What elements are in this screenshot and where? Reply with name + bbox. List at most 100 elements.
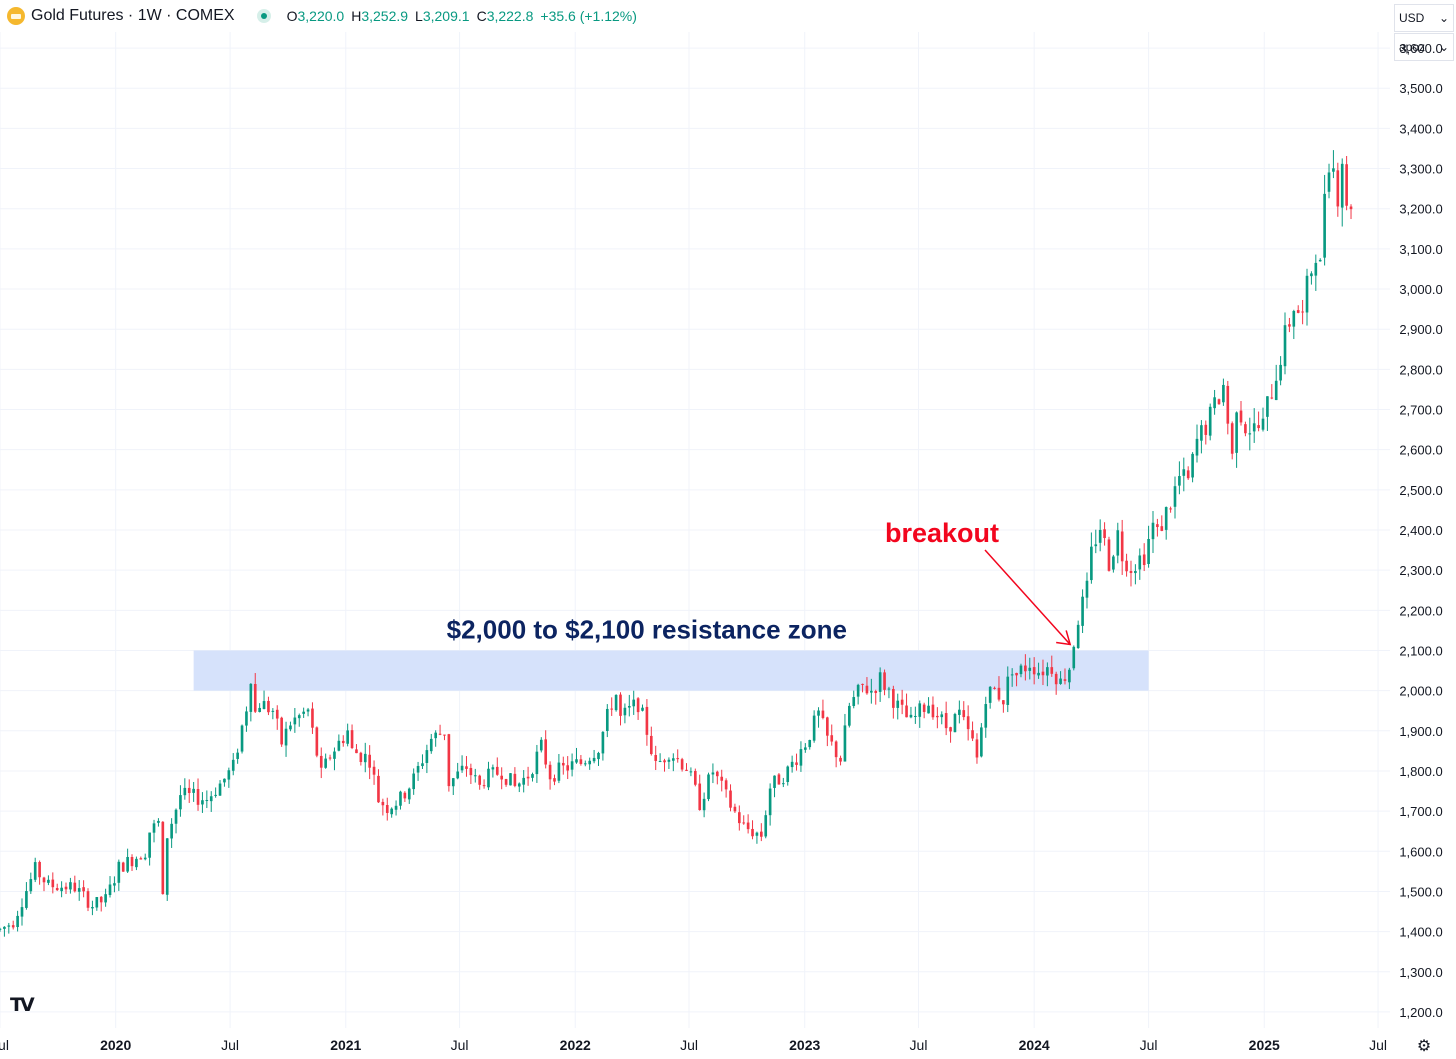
candle-body [500, 775, 504, 780]
candle-body [473, 775, 477, 777]
candle-body [16, 915, 19, 928]
y-tick-label: 1,200.0 [1399, 1005, 1442, 1020]
candle-body [236, 752, 239, 759]
candle-body [1239, 410, 1243, 423]
chevron-down-icon: ⌄ [1438, 11, 1449, 25]
x-tick-label: 2024 [1019, 1037, 1050, 1053]
candle-body [1235, 412, 1238, 453]
candle-body [856, 684, 860, 697]
x-tick-label: Jul [451, 1037, 469, 1053]
candle-body [1349, 206, 1353, 210]
candle-body [135, 858, 138, 868]
candle-body [958, 709, 961, 715]
candle-body [676, 758, 680, 760]
candle-body [1103, 529, 1106, 539]
candle-body [1081, 596, 1084, 626]
candle-body [1164, 507, 1168, 530]
candle-body [830, 735, 834, 742]
candle-body [764, 815, 768, 837]
candle-body [751, 828, 754, 837]
candle-body [1094, 544, 1098, 547]
candle-body [900, 699, 904, 705]
candle-body [20, 907, 24, 917]
candle-body [539, 739, 543, 751]
candle-body [451, 778, 455, 787]
candle-body [975, 739, 979, 758]
candle-body [997, 687, 1001, 700]
chevron-down-icon: ⌄ [1438, 40, 1449, 54]
candle-body [557, 762, 561, 781]
chart-header: Gold Futures · 1W · COMEX O3,220.0 H3,25… [0, 0, 1390, 32]
candle-body [658, 760, 662, 762]
candle-body [1156, 524, 1159, 528]
candle-body [724, 780, 728, 790]
x-tick-label: Jul [221, 1037, 239, 1053]
candle-body [786, 766, 790, 783]
candle-body [25, 891, 28, 908]
breakout-arrowhead [1056, 630, 1072, 646]
candle-body [936, 715, 939, 718]
candle-body [1032, 667, 1036, 675]
candle-body [231, 759, 235, 771]
candle-body [1314, 262, 1318, 276]
candle-body [1160, 526, 1164, 531]
x-tick-label: 2022 [560, 1037, 591, 1053]
candle-body [42, 877, 46, 883]
candle-body [187, 787, 191, 794]
candle-body [944, 713, 948, 729]
candle-body [306, 709, 310, 712]
y-tick-label: 2,900.0 [1399, 322, 1442, 337]
candle-body [86, 891, 90, 908]
candle-body [1257, 425, 1260, 429]
candle-body [509, 773, 512, 786]
y-tick-label: 3,300.0 [1399, 162, 1442, 177]
currency-select[interactable]: USD ⌄ [1394, 4, 1454, 32]
candle-body [561, 762, 565, 766]
candle-body [319, 755, 323, 768]
y-tick-label: 3,400.0 [1399, 121, 1442, 136]
symbol-title[interactable]: Gold Futures · 1W · COMEX [31, 7, 235, 24]
candle-body [795, 762, 798, 765]
candle-body [249, 683, 253, 712]
candle-body [262, 701, 266, 710]
candle-body [566, 765, 570, 771]
candle-body [949, 727, 952, 732]
gear-icon[interactable]: ⚙ [1416, 1038, 1432, 1055]
candle-body [649, 735, 653, 755]
candle-body [355, 749, 358, 754]
candle-body [394, 805, 398, 810]
candle-body [962, 710, 966, 718]
candle-body [663, 760, 666, 763]
candle-body [0, 928, 2, 930]
candle-body [113, 883, 116, 886]
x-tick-label: 2021 [330, 1037, 361, 1053]
candle-body [1274, 380, 1278, 401]
candle-body [909, 714, 913, 718]
candle-body [887, 688, 891, 690]
scale-select[interactable]: apoz ⌄ [1394, 33, 1454, 61]
candle-body [1054, 673, 1058, 685]
candle-body [209, 796, 213, 802]
candle-body [416, 765, 420, 773]
candle-body [1182, 469, 1186, 476]
candle-body [667, 759, 671, 762]
candle-body [1173, 486, 1177, 507]
candle-body [456, 771, 459, 779]
candle-body [1085, 580, 1089, 598]
candle-body [579, 759, 583, 764]
candle-body [804, 747, 807, 750]
candle-body [1063, 679, 1067, 681]
candle-body [980, 727, 983, 757]
candle-body [495, 766, 499, 775]
candle-body [482, 785, 486, 787]
candle-body [245, 711, 248, 726]
candle-body [1116, 530, 1120, 556]
candle-body [165, 838, 169, 895]
candle-body [861, 683, 864, 685]
candle-body [544, 739, 548, 765]
y-tick-label: 2,400.0 [1399, 523, 1442, 538]
candle-body [227, 770, 231, 780]
candle-body [1002, 700, 1005, 705]
candle-body [654, 755, 658, 761]
